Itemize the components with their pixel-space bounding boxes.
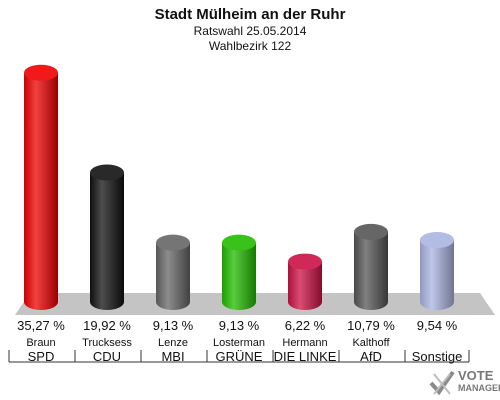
bar-body — [90, 172, 124, 310]
bar-cdu — [90, 164, 124, 310]
bar-top — [420, 231, 454, 248]
category-label: GRÜNE — [215, 349, 263, 364]
candidate-label: Lenze — [158, 337, 188, 349]
value-label: 9,13 % — [152, 318, 194, 333]
bar-body — [156, 242, 190, 310]
value-label: 10,79 % — [347, 318, 395, 333]
bar-gr-ne — [222, 234, 256, 310]
checkmark-icon — [429, 370, 455, 396]
category-label: Sonstige — [411, 349, 463, 364]
value-label: 35,27 % — [17, 318, 65, 333]
bar-mbi — [156, 234, 190, 310]
bar-top — [288, 253, 322, 270]
chart-header: Stadt Mülheim an der Ruhr Ratswahl 25.05… — [0, 6, 500, 54]
bar-body — [354, 231, 388, 310]
bar-body — [24, 72, 58, 310]
candidate-label: Trucksess — [82, 337, 132, 349]
value-label: 9,54 % — [416, 318, 458, 333]
category-label: DIE LINKE — [273, 349, 337, 364]
value-label: 19,92 % — [83, 318, 131, 333]
bar-body — [288, 261, 322, 310]
bar-top — [354, 223, 388, 240]
logo-text-vote: VOTE — [458, 368, 494, 383]
vote-manager-logo: VOTE MANAGER — [428, 366, 500, 400]
logo-text-manager: MANAGER — [458, 383, 500, 393]
category-label: CDU — [92, 349, 122, 364]
bar-spd — [24, 64, 58, 310]
bar-top — [222, 234, 256, 251]
value-label: 9,13 % — [218, 318, 260, 333]
bar-afd — [354, 223, 388, 310]
bar-top — [24, 64, 58, 81]
candidate-label: Hermann — [282, 337, 328, 349]
bar-body — [420, 239, 454, 310]
bar-sonstige — [420, 231, 454, 310]
candidate-label: Losterman — [213, 337, 265, 349]
bar-die-linke — [288, 253, 322, 310]
category-label: MBI — [161, 349, 185, 364]
candidate-label: Kalthoff — [352, 337, 390, 349]
bar-body — [222, 242, 256, 310]
chart-subtitle-district: Wahlbezirk 122 — [208, 39, 292, 53]
bar-top — [156, 234, 190, 251]
bar-top — [90, 164, 124, 181]
candidate-label: Braun — [26, 337, 56, 349]
category-label: AfD — [360, 349, 382, 364]
value-label: 6,22 % — [284, 318, 326, 333]
category-label: SPD — [27, 349, 55, 364]
chart-subtitle-date: Ratswahl 25.05.2014 — [193, 24, 307, 38]
chart-title: Stadt Mülheim an der Ruhr — [154, 6, 346, 23]
